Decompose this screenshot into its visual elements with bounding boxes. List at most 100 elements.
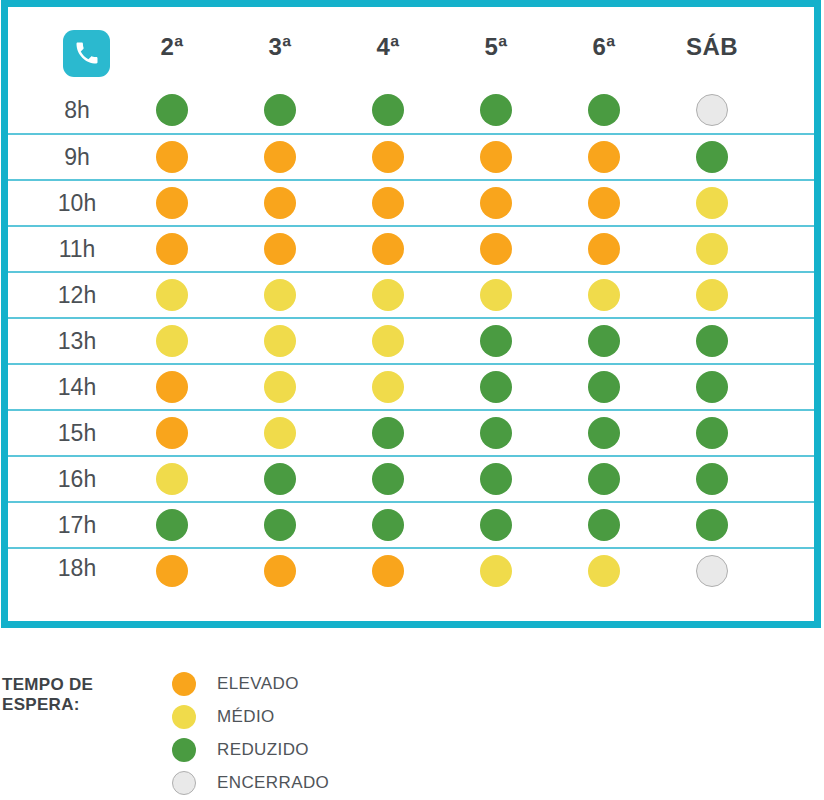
status-dot-reduzido (372, 463, 404, 495)
status-dot-elevado (480, 141, 512, 173)
status-dot-encerrado (696, 555, 728, 587)
status-dot-reduzido (588, 417, 620, 449)
table-body: 8h9h10h11h12h13h14h15h16h17h18h (8, 87, 814, 621)
status-dot-medio (480, 279, 512, 311)
status-dot-reduzido (696, 141, 728, 173)
status-dot-medio (588, 555, 620, 587)
status-dot-elevado (372, 233, 404, 265)
status-dot-reduzido (696, 463, 728, 495)
status-dot-reduzido (696, 325, 728, 357)
table-row-9h: 9h (8, 133, 814, 179)
status-dot-reduzido (480, 94, 512, 126)
legend-dot-encerrado (172, 771, 196, 795)
legend: TEMPO DE ESPERA: ELEVADO MÉDIO REDUZIDO ENC… (2, 672, 329, 795)
status-dot-reduzido (372, 509, 404, 541)
row-label: 8h (8, 97, 118, 124)
status-dot-reduzido (372, 417, 404, 449)
status-dot-reduzido (264, 94, 296, 126)
legend-label: ELEVADO (217, 674, 299, 694)
status-dot-reduzido (372, 94, 404, 126)
legend-label: ENCERRADO (217, 773, 329, 793)
status-dot-reduzido (156, 94, 188, 126)
status-dot-elevado (588, 141, 620, 173)
status-dot-elevado (264, 233, 296, 265)
legend-label: REDUZIDO (217, 740, 309, 760)
status-dot-medio (372, 371, 404, 403)
status-dot-elevado (588, 187, 620, 219)
column-header-2: 3ª (268, 33, 291, 61)
status-dot-medio (264, 417, 296, 449)
status-dot-reduzido (588, 509, 620, 541)
status-dot-elevado (156, 141, 188, 173)
row-label: 9h (8, 144, 118, 171)
status-dot-medio (264, 325, 296, 357)
status-dot-reduzido (480, 509, 512, 541)
status-dot-medio (156, 463, 188, 495)
table-header-row: 2ª3ª4ª5ª6ªSÁB (8, 7, 814, 87)
legend-title: TEMPO DE ESPERA: (2, 675, 147, 715)
table-row-17h: 17h (8, 501, 814, 547)
status-dot-elevado (588, 233, 620, 265)
table-row-13h: 13h (8, 317, 814, 363)
status-dot-reduzido (264, 463, 296, 495)
row-label: 18h (8, 555, 118, 582)
legend-dot-reduzido (172, 738, 196, 762)
row-label: 14h (8, 374, 118, 401)
column-header-6: SÁB (686, 33, 738, 61)
legend-item-elevado: ELEVADO (172, 672, 329, 696)
row-label: 10h (8, 190, 118, 217)
status-dot-reduzido (480, 371, 512, 403)
row-label: 11h (8, 236, 118, 263)
row-label: 13h (8, 328, 118, 355)
legend-dot-elevado (172, 672, 196, 696)
legend-items: ELEVADO MÉDIO REDUZIDO ENCERRADO (172, 672, 329, 795)
status-dot-reduzido (588, 325, 620, 357)
status-dot-medio (372, 279, 404, 311)
status-dot-elevado (156, 187, 188, 219)
status-dot-reduzido (264, 509, 296, 541)
status-dot-medio (156, 279, 188, 311)
status-dot-elevado (156, 233, 188, 265)
status-dot-medio (264, 371, 296, 403)
table-row-14h: 14h (8, 363, 814, 409)
status-dot-reduzido (480, 463, 512, 495)
status-dot-reduzido (696, 509, 728, 541)
status-dot-medio (588, 279, 620, 311)
table-row-18h: 18h (8, 547, 814, 621)
legend-item-reduzido: REDUZIDO (172, 738, 329, 762)
wait-time-table: 2ª3ª4ª5ª6ªSÁB 8h9h10h11h12h13h14h15h16h1… (1, 0, 821, 628)
status-dot-reduzido (480, 417, 512, 449)
status-dot-reduzido (588, 371, 620, 403)
row-label: 16h (8, 466, 118, 493)
status-dot-reduzido (156, 509, 188, 541)
status-dot-encerrado (696, 94, 728, 126)
status-dot-elevado (372, 187, 404, 219)
status-dot-reduzido (696, 371, 728, 403)
status-dot-elevado (264, 187, 296, 219)
table-row-15h: 15h (8, 409, 814, 455)
table-row-16h: 16h (8, 455, 814, 501)
table-row-10h: 10h (8, 179, 814, 225)
status-dot-reduzido (480, 325, 512, 357)
column-header-5: 6ª (592, 33, 615, 61)
status-dot-medio (264, 279, 296, 311)
phone-icon (63, 30, 110, 77)
status-dot-reduzido (696, 417, 728, 449)
status-dot-medio (696, 279, 728, 311)
legend-item-encerrado: ENCERRADO (172, 771, 329, 795)
status-dot-elevado (480, 233, 512, 265)
status-dot-elevado (156, 555, 188, 587)
table-row-11h: 11h (8, 225, 814, 271)
status-dot-medio (372, 325, 404, 357)
status-dot-medio (696, 233, 728, 265)
status-dot-elevado (372, 141, 404, 173)
status-dot-elevado (156, 417, 188, 449)
row-label: 17h (8, 512, 118, 539)
legend-item-medio: MÉDIO (172, 705, 329, 729)
status-dot-reduzido (588, 94, 620, 126)
column-header-4: 5ª (484, 33, 507, 61)
status-dot-elevado (480, 187, 512, 219)
status-dot-elevado (372, 555, 404, 587)
legend-dot-medio (172, 705, 196, 729)
status-dot-elevado (156, 371, 188, 403)
